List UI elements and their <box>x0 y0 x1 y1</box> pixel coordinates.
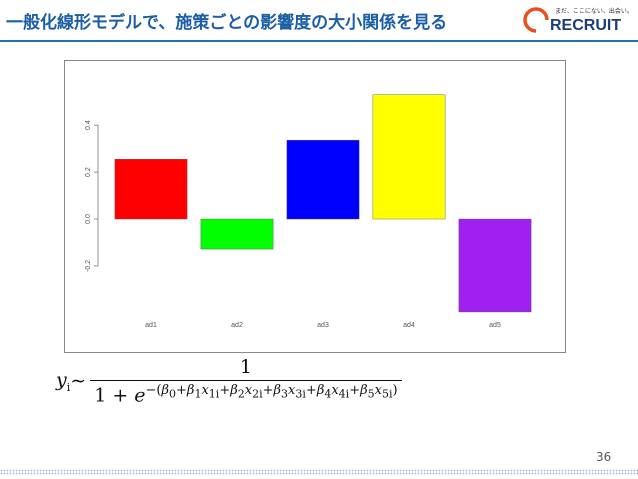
symbol: β <box>360 383 368 398</box>
plus: + <box>349 383 361 398</box>
subscript: 3i <box>295 387 306 401</box>
bar <box>114 158 188 220</box>
y-tick-label: 0.4 <box>85 120 92 130</box>
x-tick-label: ad5 <box>489 322 501 329</box>
bar <box>372 94 446 220</box>
y-tick-label: 0.0 <box>85 214 92 224</box>
subscript: 4i <box>338 387 350 401</box>
symbol: β <box>230 383 238 398</box>
subscript: 1i <box>208 387 220 401</box>
formula-lhs: yi <box>56 369 70 394</box>
x-tick-label: ad3 <box>317 322 329 329</box>
page-number: 36 <box>596 450 612 464</box>
plus: + <box>305 383 317 398</box>
bar <box>458 218 532 313</box>
numerator: 1 <box>239 356 252 378</box>
plus: + <box>176 383 187 398</box>
relation: ∼ <box>70 370 87 393</box>
symbol: x <box>331 383 339 398</box>
subscript: 4 <box>324 387 332 401</box>
exponent-close: ) <box>392 383 398 398</box>
x-tick-label: ad2 <box>231 322 243 329</box>
symbol: x <box>201 383 209 398</box>
logo-arc <box>523 7 549 33</box>
symbol: x <box>374 383 382 398</box>
symbol: e <box>134 384 146 407</box>
chart-frame: -0.2 0.0 0.2 0.4 ad1 ad2 ad3 ad4 ad5 <box>64 60 566 353</box>
plus: + <box>219 383 231 398</box>
header-rule <box>0 40 638 42</box>
subscript: i <box>66 380 71 394</box>
subscript: 2 <box>237 387 245 401</box>
logo-tagline: まだ、ここにない、出会い。 <box>555 7 633 15</box>
bar <box>286 139 360 220</box>
y-tick-label: 0.2 <box>85 167 92 177</box>
subscript: 1 <box>194 387 202 401</box>
y-tick-label: -0.2 <box>85 260 92 272</box>
logo: まだ、ここにない、出会い。 RECRUIT <box>523 7 633 34</box>
symbol: β <box>316 383 325 398</box>
plus: + <box>262 383 274 398</box>
footer-dots <box>0 469 638 475</box>
exponent: −(β0+β1x1i+β2x2i+β3x3i+β4x4i+β5x5i) <box>145 383 398 401</box>
symbol: β <box>186 383 195 398</box>
denominator-base: 1 + <box>94 384 135 407</box>
formula: yi ∼ 1 1 + e−(β0+β1x1i+β2x2i+β3x3i+β4x4i+β5… <box>56 356 402 406</box>
exponent-open: −( <box>145 383 162 398</box>
subscript: 2i <box>252 387 263 401</box>
x-tick-label: ad4 <box>403 322 415 329</box>
symbol: y <box>56 368 67 391</box>
subscript: 5i <box>381 387 393 401</box>
logo-text: RECRUIT <box>550 17 621 34</box>
subscript: 0 <box>169 387 177 401</box>
subscript: 5 <box>367 387 375 401</box>
symbol: β <box>161 383 170 398</box>
bar <box>200 218 274 250</box>
slide-title: 一般化線形モデルで、施策ごとの影響度の大小関係を見る <box>6 13 448 33</box>
subscript: 3 <box>281 387 289 401</box>
chart: -0.2 0.0 0.2 0.4 ad1 ad2 ad3 ad4 ad5 <box>85 94 532 329</box>
x-tick-label: ad1 <box>145 322 157 329</box>
symbol: x <box>244 383 253 398</box>
symbol: x <box>288 383 296 398</box>
symbol: β <box>273 383 282 398</box>
denominator: 1 + e−(β0+β1x1i+β2x2i+β3x3i+β4x4i+β5x5i) <box>90 380 402 407</box>
